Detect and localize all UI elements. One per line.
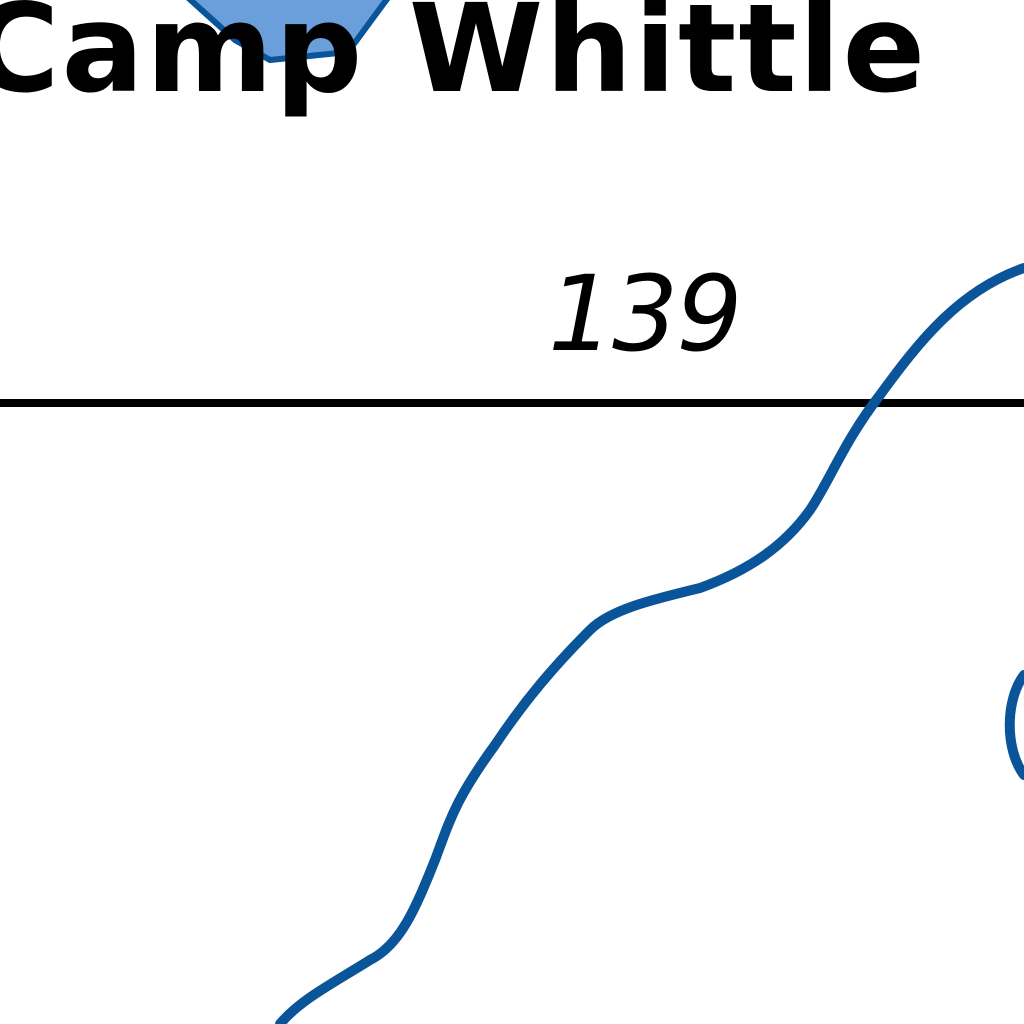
road-number-label: 139 [548, 253, 743, 375]
blue-hexagon-icon [186, 0, 391, 64]
place-name-label: Camp Whittle [0, 0, 928, 120]
stream-line-east [1004, 670, 1024, 780]
stream-line [275, 263, 1024, 1024]
